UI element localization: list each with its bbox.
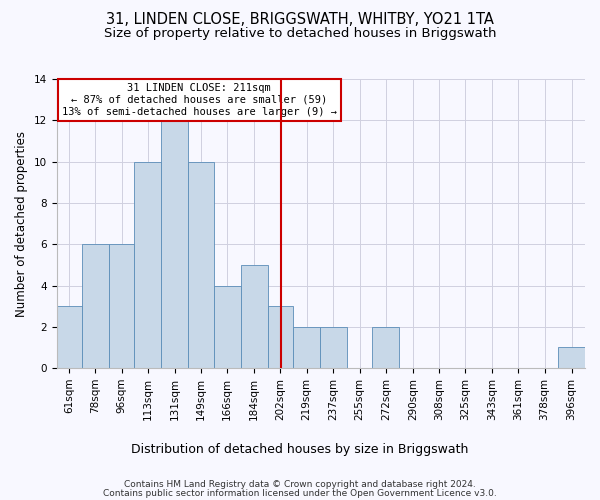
Text: Contains HM Land Registry data © Crown copyright and database right 2024.: Contains HM Land Registry data © Crown c… [124, 480, 476, 489]
Bar [109, 244, 134, 368]
Text: Size of property relative to detached houses in Briggswath: Size of property relative to detached ho… [104, 28, 496, 40]
Bar [293, 327, 320, 368]
Bar [320, 327, 347, 368]
Bar [134, 162, 161, 368]
Bar [56, 306, 82, 368]
Bar [214, 286, 241, 368]
Bar [241, 265, 268, 368]
Y-axis label: Number of detached properties: Number of detached properties [15, 130, 28, 316]
Bar [558, 348, 585, 368]
Text: 31 LINDEN CLOSE: 211sqm
← 87% of detached houses are smaller (59)
13% of semi-de: 31 LINDEN CLOSE: 211sqm ← 87% of detache… [62, 84, 337, 116]
Text: Distribution of detached houses by size in Briggswath: Distribution of detached houses by size … [131, 442, 469, 456]
Bar [268, 306, 293, 368]
Text: Contains public sector information licensed under the Open Government Licence v3: Contains public sector information licen… [103, 489, 497, 498]
Bar [161, 120, 188, 368]
Bar [373, 327, 400, 368]
Bar [188, 162, 214, 368]
Bar [82, 244, 109, 368]
Text: 31, LINDEN CLOSE, BRIGGSWATH, WHITBY, YO21 1TA: 31, LINDEN CLOSE, BRIGGSWATH, WHITBY, YO… [106, 12, 494, 28]
